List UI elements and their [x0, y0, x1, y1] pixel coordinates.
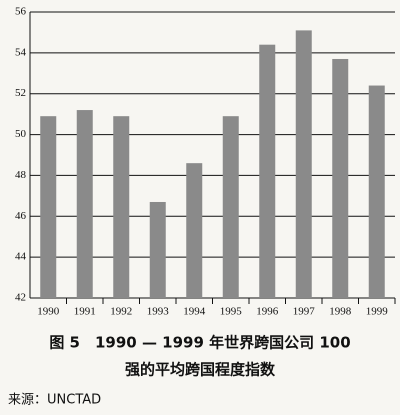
- x-tick-label: 1991: [74, 306, 96, 318]
- x-tick-label: 1997: [293, 306, 316, 318]
- bar: [76, 110, 93, 298]
- y-tick-label: 56: [15, 6, 27, 18]
- chart-title: 图 5 1990 — 1999 年世界跨国公司 100: [49, 334, 350, 352]
- y-tick-label: 50: [15, 128, 27, 140]
- y-tick-label: 54: [15, 46, 27, 58]
- x-tick-label: 1999: [366, 306, 389, 318]
- y-tick-label: 44: [15, 251, 27, 263]
- y-tick-label: 48: [15, 169, 27, 181]
- y-tick-label: 52: [15, 87, 26, 99]
- bar: [332, 58, 349, 298]
- bar: [149, 201, 166, 298]
- bar: [259, 44, 276, 298]
- x-tick-label: 1992: [110, 306, 132, 318]
- bar: [40, 116, 57, 298]
- x-tick-label: 1998: [329, 306, 352, 318]
- y-tick-label: 46: [15, 210, 27, 222]
- source-note: 来源：UNCTAD: [8, 393, 101, 408]
- x-tick-label: 1996: [256, 306, 279, 318]
- bar: [222, 116, 239, 298]
- chart-title: 强的平均跨国程度指数: [125, 361, 276, 379]
- x-tick-label: 1990: [37, 306, 60, 318]
- bar: [186, 163, 203, 298]
- y-tick-label: 42: [15, 292, 26, 304]
- bar: [113, 116, 130, 298]
- x-tick-label: 1995: [220, 306, 243, 318]
- bar: [295, 30, 312, 299]
- x-tick-label: 1993: [147, 306, 170, 318]
- x-tick-label: 1994: [183, 306, 206, 318]
- bar: [368, 85, 385, 299]
